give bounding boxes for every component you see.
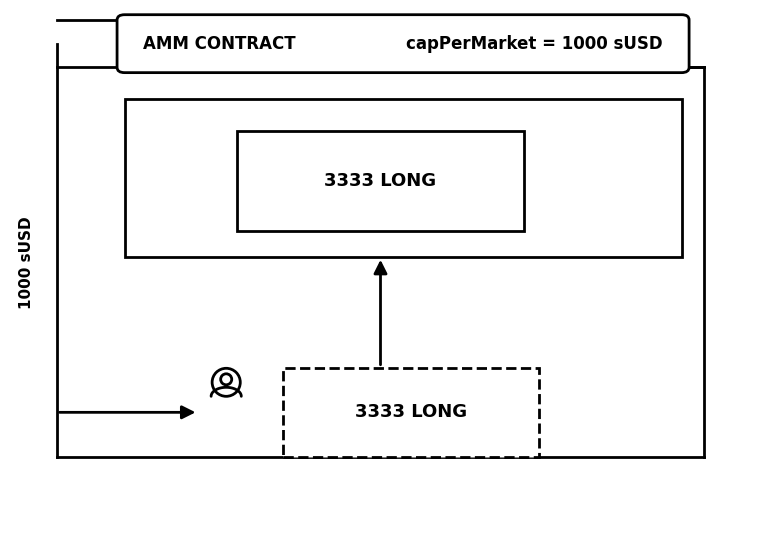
Text: 3333 LONG: 3333 LONG bbox=[324, 172, 437, 189]
FancyBboxPatch shape bbox=[117, 14, 689, 73]
Ellipse shape bbox=[212, 368, 240, 396]
Text: capPerMarket = 1000 sUSD: capPerMarket = 1000 sUSD bbox=[406, 35, 663, 52]
Text: AMM CONTRACT: AMM CONTRACT bbox=[143, 35, 296, 52]
FancyBboxPatch shape bbox=[237, 131, 524, 231]
FancyBboxPatch shape bbox=[125, 99, 682, 257]
Text: 1000 sUSD: 1000 sUSD bbox=[19, 216, 34, 309]
Ellipse shape bbox=[221, 374, 232, 385]
Text: 3333 LONG: 3333 LONG bbox=[355, 403, 466, 422]
FancyBboxPatch shape bbox=[282, 368, 539, 457]
